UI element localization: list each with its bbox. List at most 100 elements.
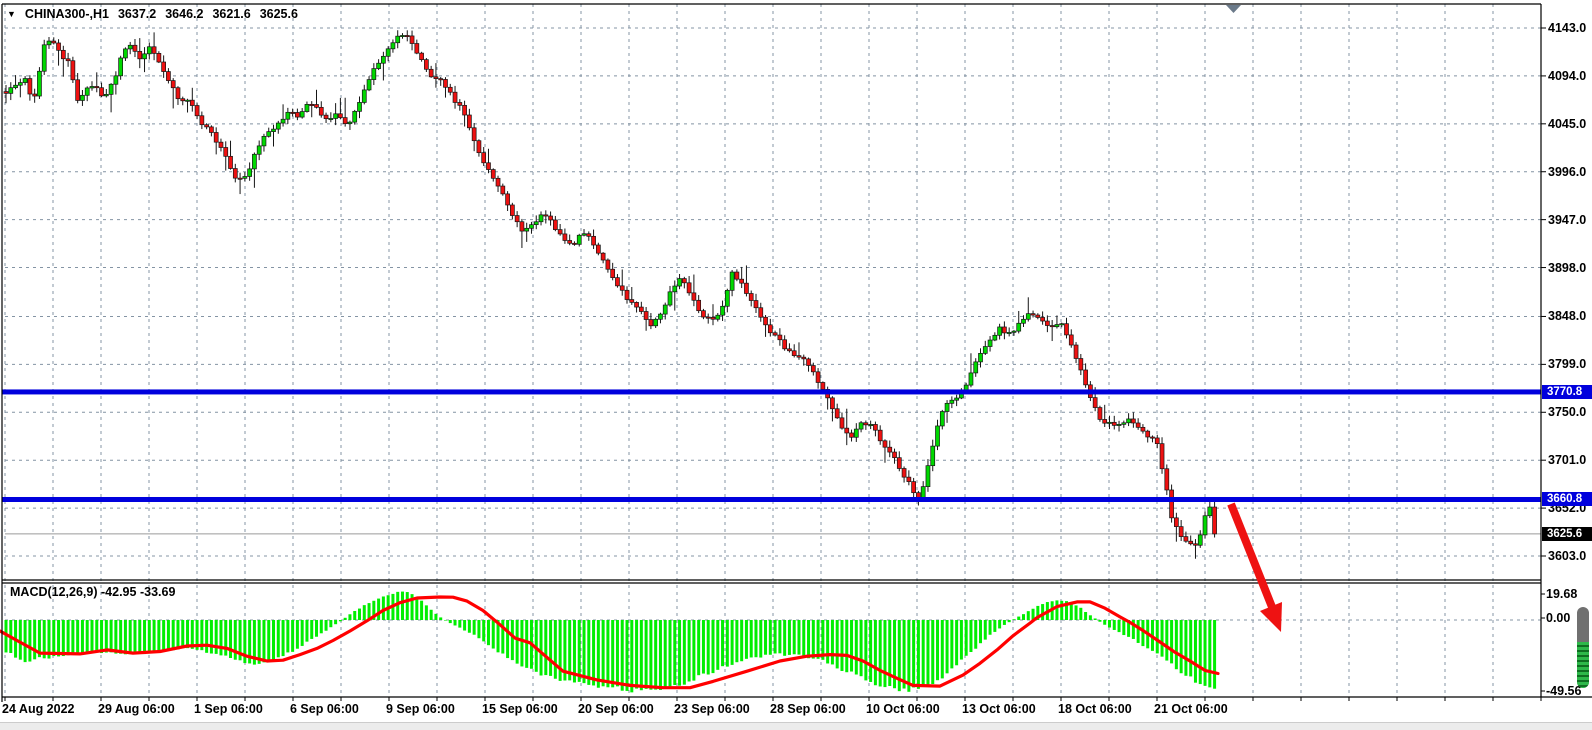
bull-candle[interactable] bbox=[524, 227, 530, 232]
bull-candle[interactable] bbox=[658, 313, 663, 320]
bear-candle[interactable] bbox=[1111, 421, 1117, 426]
bear-candle[interactable] bbox=[605, 259, 611, 270]
bear-candle[interactable] bbox=[772, 332, 778, 336]
bull-candle[interactable] bbox=[538, 214, 544, 223]
bear-candle[interactable] bbox=[228, 155, 233, 169]
bear-candle[interactable] bbox=[1040, 317, 1045, 322]
bear-candle[interactable] bbox=[505, 193, 510, 206]
bull-candle[interactable] bbox=[371, 68, 377, 80]
bear-candle[interactable] bbox=[99, 87, 104, 97]
bear-candle[interactable] bbox=[1131, 418, 1136, 424]
bull-candle[interactable] bbox=[127, 44, 133, 50]
bear-candle[interactable] bbox=[610, 268, 616, 278]
bear-candle[interactable] bbox=[820, 382, 826, 390]
horizontal-level-line-3660.8[interactable] bbox=[2, 496, 1541, 502]
bear-candle[interactable] bbox=[1083, 369, 1088, 386]
bear-candle[interactable] bbox=[481, 152, 487, 164]
bull-candle[interactable] bbox=[724, 289, 730, 307]
bull-candle[interactable] bbox=[1116, 424, 1122, 426]
bear-candle[interactable] bbox=[810, 365, 816, 373]
bear-candle[interactable] bbox=[419, 52, 424, 60]
bear-candle[interactable] bbox=[562, 233, 568, 241]
bear-candle[interactable] bbox=[409, 35, 415, 44]
bull-candle[interactable] bbox=[304, 104, 310, 112]
bear-candle[interactable] bbox=[624, 289, 630, 300]
bear-candle[interactable] bbox=[834, 408, 840, 419]
bull-candle[interactable] bbox=[949, 399, 955, 404]
bear-candle[interactable] bbox=[1150, 436, 1155, 439]
bear-candle[interactable] bbox=[586, 233, 592, 237]
chevron-down-icon[interactable]: ▼ bbox=[7, 9, 16, 19]
bull-candle[interactable] bbox=[715, 314, 721, 320]
bear-candle[interactable] bbox=[457, 102, 463, 106]
bear-candle[interactable] bbox=[447, 86, 453, 93]
bull-candle[interactable] bbox=[247, 168, 252, 177]
bear-candle[interactable] bbox=[232, 168, 238, 179]
bear-candle[interactable] bbox=[877, 429, 883, 442]
bear-candle[interactable] bbox=[782, 339, 788, 350]
bear-candle[interactable] bbox=[1002, 326, 1007, 334]
bear-candle[interactable] bbox=[338, 113, 343, 118]
bear-candle[interactable] bbox=[213, 132, 219, 143]
bull-candle[interactable] bbox=[944, 402, 950, 412]
bull-candle[interactable] bbox=[1107, 421, 1112, 424]
bear-candle[interactable] bbox=[323, 114, 329, 120]
bull-candle[interactable] bbox=[103, 94, 109, 97]
bear-candle[interactable] bbox=[204, 124, 209, 128]
bull-candle[interactable] bbox=[347, 121, 353, 125]
bull-candle[interactable] bbox=[868, 424, 873, 426]
bear-candle[interactable] bbox=[199, 115, 205, 126]
bear-candle[interactable] bbox=[844, 427, 850, 434]
horizontal-level-line-3770.8[interactable] bbox=[2, 389, 1541, 395]
bear-candle[interactable] bbox=[309, 104, 315, 106]
bull-candle[interactable] bbox=[653, 318, 659, 327]
bull-candle[interactable] bbox=[41, 44, 47, 72]
bull-candle[interactable] bbox=[361, 89, 367, 103]
bear-candle[interactable] bbox=[32, 93, 38, 97]
bear-candle[interactable] bbox=[901, 468, 907, 478]
bull-candle[interactable] bbox=[142, 53, 147, 60]
bull-candle[interactable] bbox=[113, 75, 119, 85]
bear-candle[interactable] bbox=[1073, 344, 1079, 359]
bull-candle[interactable] bbox=[667, 291, 673, 306]
bear-candle[interactable] bbox=[744, 282, 749, 294]
bull-candle[interactable] bbox=[299, 111, 305, 118]
bull-candle[interactable] bbox=[17, 82, 23, 86]
bull-candle[interactable] bbox=[576, 234, 582, 245]
bear-candle[interactable] bbox=[1159, 443, 1165, 470]
bull-candle[interactable] bbox=[366, 79, 372, 91]
bear-candle[interactable] bbox=[476, 140, 482, 154]
bear-candle[interactable] bbox=[839, 417, 845, 429]
bull-candle[interactable] bbox=[973, 361, 979, 374]
bear-candle[interactable] bbox=[510, 204, 515, 216]
bear-candle[interactable] bbox=[873, 424, 878, 431]
bear-candle[interactable] bbox=[170, 80, 176, 89]
bull-candle[interactable] bbox=[1006, 332, 1012, 334]
bear-candle[interactable] bbox=[1097, 407, 1103, 420]
bear-candle[interactable] bbox=[1030, 313, 1036, 316]
bear-candle[interactable] bbox=[443, 79, 448, 88]
bull-candle[interactable] bbox=[978, 353, 983, 363]
bear-candle[interactable] bbox=[342, 117, 348, 125]
bull-candle[interactable] bbox=[1054, 324, 1060, 328]
bull-candle[interactable] bbox=[853, 428, 859, 438]
bull-candle[interactable] bbox=[677, 278, 682, 287]
bull-candle[interactable] bbox=[352, 110, 358, 123]
trend-arrow-head[interactable] bbox=[1260, 602, 1282, 632]
bear-candle[interactable] bbox=[787, 348, 792, 352]
bull-candle[interactable] bbox=[271, 128, 276, 132]
bear-candle[interactable] bbox=[553, 219, 558, 230]
bull-candle[interactable] bbox=[997, 326, 1002, 336]
bear-candle[interactable] bbox=[892, 451, 897, 459]
bear-candle[interactable] bbox=[3, 91, 9, 94]
bear-candle[interactable] bbox=[137, 50, 143, 60]
bull-candle[interactable] bbox=[357, 102, 362, 112]
bear-candle[interactable] bbox=[218, 141, 224, 148]
bull-candle[interactable] bbox=[395, 35, 401, 44]
bear-candle[interactable] bbox=[295, 112, 300, 118]
bear-candle[interactable] bbox=[490, 169, 496, 179]
bull-candle[interactable] bbox=[390, 42, 396, 50]
bull-candle[interactable] bbox=[123, 48, 128, 59]
bull-candle[interactable] bbox=[252, 153, 257, 170]
bull-candle[interactable] bbox=[328, 118, 334, 121]
